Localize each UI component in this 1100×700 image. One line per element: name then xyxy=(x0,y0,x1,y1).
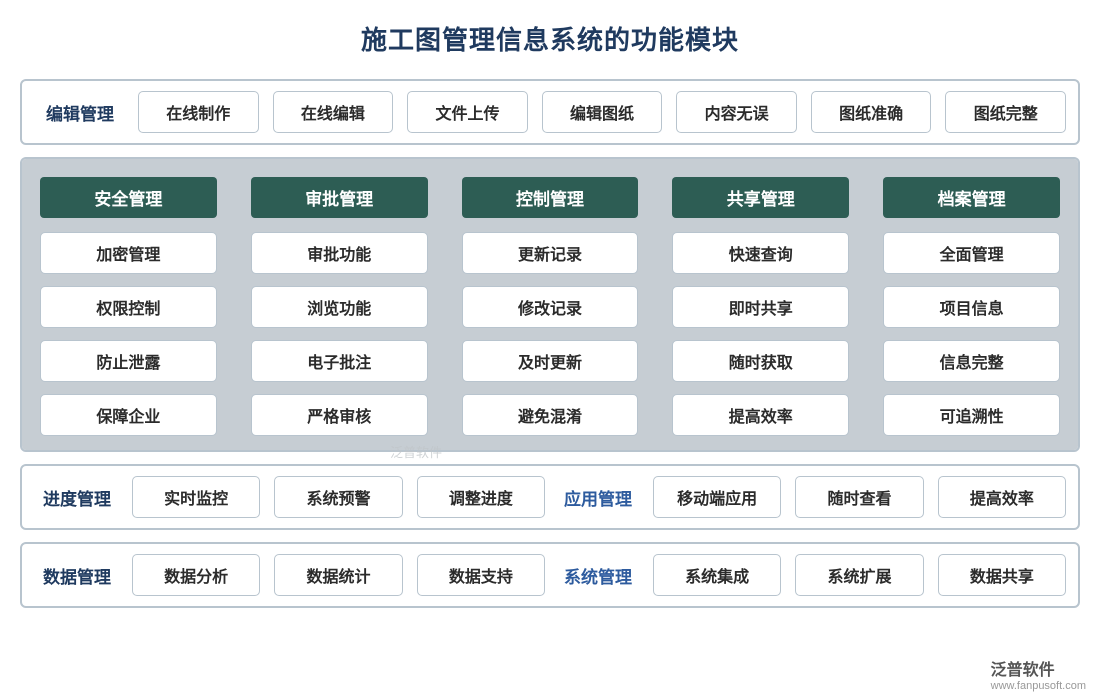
data-a-pill-1: 数据统计 xyxy=(274,554,402,596)
data-a-pill-2: 数据支持 xyxy=(417,554,545,596)
data-pills-b: 系统集成系统扩展数据共享 xyxy=(653,554,1066,596)
section-columns: 安全管理加密管理权限控制防止泄露保障企业审批管理审批功能浏览功能电子批注严格审核… xyxy=(20,157,1080,452)
data-label: 数据管理 xyxy=(34,563,120,588)
data-b-pill-2: 数据共享 xyxy=(938,554,1066,596)
column-2-item-1: 修改记录 xyxy=(462,286,639,328)
column-0: 安全管理加密管理权限控制防止泄露保障企业 xyxy=(40,177,217,436)
column-4-item-0: 全面管理 xyxy=(883,232,1060,274)
column-1-item-3: 严格审核 xyxy=(251,394,428,436)
edit-pill-6: 图纸完整 xyxy=(945,91,1066,133)
section-data: 数据管理 数据分析数据统计数据支持 系统管理 系统集成系统扩展数据共享 xyxy=(20,542,1080,608)
column-4-item-3: 可追溯性 xyxy=(883,394,1060,436)
column-1: 审批管理审批功能浏览功能电子批注严格审核 xyxy=(251,177,428,436)
progress-b-pill-0: 移动端应用 xyxy=(653,476,781,518)
data-b-pill-1: 系统扩展 xyxy=(795,554,923,596)
column-3-item-0: 快速查询 xyxy=(672,232,849,274)
system-label: 系统管理 xyxy=(555,563,641,588)
progress-a-pill-2: 调整进度 xyxy=(417,476,545,518)
edit-pill-0: 在线制作 xyxy=(138,91,259,133)
column-3-item-1: 即时共享 xyxy=(672,286,849,328)
column-1-item-1: 浏览功能 xyxy=(251,286,428,328)
column-0-item-1: 权限控制 xyxy=(40,286,217,328)
watermark-url: www.fanpusoft.com xyxy=(991,680,1086,692)
app-label: 应用管理 xyxy=(555,485,641,510)
edit-pill-2: 文件上传 xyxy=(407,91,528,133)
section-progress: 进度管理 实时监控系统预警调整进度 应用管理 移动端应用随时查看提高效率 xyxy=(20,464,1080,530)
progress-pills-a: 实时监控系统预警调整进度 xyxy=(132,476,545,518)
edit-pill-4: 内容无误 xyxy=(676,91,797,133)
column-4-item-1: 项目信息 xyxy=(883,286,1060,328)
edit-pill-1: 在线编辑 xyxy=(273,91,394,133)
column-0-item-3: 保障企业 xyxy=(40,394,217,436)
watermark-corner: 泛普软件 www.fanpusoft.com xyxy=(991,656,1086,692)
progress-b-pill-2: 提高效率 xyxy=(938,476,1066,518)
columns-wrap: 安全管理加密管理权限控制防止泄露保障企业审批管理审批功能浏览功能电子批注严格审核… xyxy=(22,159,1078,450)
column-2: 控制管理更新记录修改记录及时更新避免混淆 xyxy=(462,177,639,436)
column-1-item-0: 审批功能 xyxy=(251,232,428,274)
column-header-3: 共享管理 xyxy=(672,177,849,218)
column-3-item-2: 随时获取 xyxy=(672,340,849,382)
edit-pill-group: 在线制作在线编辑文件上传编辑图纸内容无误图纸准确图纸完整 xyxy=(138,91,1066,133)
column-4: 档案管理全面管理项目信息信息完整可追溯性 xyxy=(883,177,1060,436)
column-header-1: 审批管理 xyxy=(251,177,428,218)
data-a-pill-0: 数据分析 xyxy=(132,554,260,596)
column-2-item-0: 更新记录 xyxy=(462,232,639,274)
section-edit: 编辑管理 在线制作在线编辑文件上传编辑图纸内容无误图纸准确图纸完整 xyxy=(20,79,1080,145)
edit-pill-5: 图纸准确 xyxy=(811,91,932,133)
column-4-item-2: 信息完整 xyxy=(883,340,1060,382)
column-header-2: 控制管理 xyxy=(462,177,639,218)
column-header-4: 档案管理 xyxy=(883,177,1060,218)
column-3-item-3: 提高效率 xyxy=(672,394,849,436)
progress-a-pill-0: 实时监控 xyxy=(132,476,260,518)
column-0-item-2: 防止泄露 xyxy=(40,340,217,382)
watermark-brand: 泛普软件 xyxy=(991,662,1055,679)
edit-pill-3: 编辑图纸 xyxy=(542,91,663,133)
progress-b-pill-1: 随时查看 xyxy=(795,476,923,518)
column-3: 共享管理快速查询即时共享随时获取提高效率 xyxy=(672,177,849,436)
column-header-0: 安全管理 xyxy=(40,177,217,218)
progress-label: 进度管理 xyxy=(34,485,120,510)
progress-pills-b: 移动端应用随时查看提高效率 xyxy=(653,476,1066,518)
column-2-item-2: 及时更新 xyxy=(462,340,639,382)
progress-a-pill-1: 系统预警 xyxy=(274,476,402,518)
column-2-item-3: 避免混淆 xyxy=(462,394,639,436)
column-0-item-0: 加密管理 xyxy=(40,232,217,274)
edit-label: 编辑管理 xyxy=(34,100,126,125)
column-1-item-2: 电子批注 xyxy=(251,340,428,382)
data-pills-a: 数据分析数据统计数据支持 xyxy=(132,554,545,596)
data-b-pill-0: 系统集成 xyxy=(653,554,781,596)
page-title: 施工图管理信息系统的功能模块 xyxy=(20,20,1080,57)
